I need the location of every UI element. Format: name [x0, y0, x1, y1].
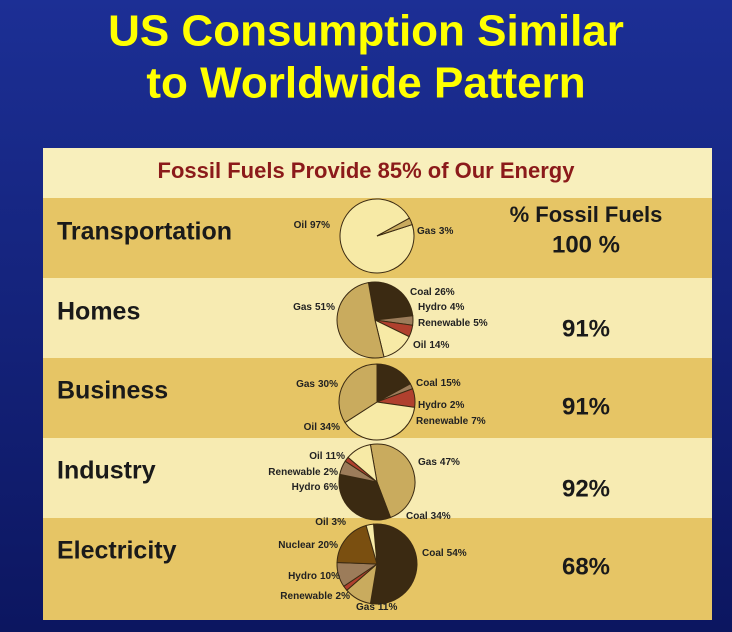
- slice-value: 34%: [431, 511, 451, 522]
- slice-category: Oil: [304, 422, 318, 433]
- slice-value: 97%: [310, 220, 330, 231]
- row-label: Electricity: [57, 537, 177, 565]
- slice-value: 51%: [315, 302, 335, 313]
- slice-value: 3%: [439, 226, 454, 237]
- slice-label: Nuclear 20%: [278, 540, 338, 551]
- slice-value: 6%: [324, 482, 339, 493]
- slice-category: Nuclear: [278, 540, 315, 551]
- slice-value: 11%: [378, 602, 398, 613]
- slice-value: 2%: [324, 467, 339, 478]
- slice-label: Hydro 4%: [418, 302, 464, 313]
- slide-title: US Consumption Similar: [108, 7, 624, 56]
- pie-slice: [336, 524, 378, 565]
- slice-label: Hydro 2%: [418, 400, 464, 411]
- fossil-percent: 91%: [562, 393, 610, 420]
- column-header: % Fossil Fuels: [510, 202, 663, 227]
- slice-category: Oil: [413, 340, 427, 351]
- slice-label: Coal 54%: [422, 548, 467, 559]
- pie-slice: [336, 281, 385, 359]
- row-label: Transportation: [57, 218, 232, 246]
- slice-category: Renewable: [418, 318, 471, 329]
- slide-title: to Worldwide Pattern: [146, 59, 585, 108]
- slice-category: Oil: [294, 220, 308, 231]
- slice-category: Oil: [309, 451, 323, 462]
- slice-label: Oil 34%: [304, 422, 340, 433]
- slice-label: Oil 14%: [413, 340, 449, 351]
- slice-label: Coal 15%: [416, 378, 461, 389]
- slice-value: 2%: [336, 591, 351, 602]
- slice-category: Gas: [356, 602, 375, 613]
- pie-slice: [365, 523, 378, 565]
- pie-slice: [367, 281, 414, 321]
- fossil-percent: 92%: [562, 475, 610, 502]
- slice-label: Renewable 5%: [418, 318, 488, 329]
- slice-label: Gas 3%: [417, 226, 453, 237]
- slice-label: Oil 97%: [294, 220, 330, 231]
- slice-category: Hydro: [288, 571, 317, 582]
- panel-title: Fossil Fuels Provide 85% of Our Energy: [158, 158, 576, 183]
- slice-value: 2%: [450, 400, 465, 411]
- slice-label: Oil 3%: [315, 517, 346, 528]
- slice-category: Renewable: [280, 591, 333, 602]
- slice-category: Gas: [293, 302, 312, 313]
- row-label: Homes: [57, 298, 140, 326]
- slice-category: Coal: [406, 511, 428, 522]
- slice-category: Coal: [422, 548, 444, 559]
- slice-label: Renewable 2%: [280, 591, 350, 602]
- header-row: [43, 148, 712, 198]
- slice-value: 7%: [471, 416, 486, 427]
- row-label: Industry: [57, 457, 156, 485]
- slice-category: Renewable: [268, 467, 321, 478]
- slice-label: Coal 34%: [406, 511, 451, 522]
- slice-category: Coal: [410, 287, 432, 298]
- slice-value: 3%: [332, 517, 347, 528]
- slice-category: Coal: [416, 378, 438, 389]
- slice-category: Gas: [296, 379, 315, 390]
- pie-slice: [338, 473, 392, 521]
- slice-label: Oil 11%: [309, 451, 345, 462]
- slice-category: Renewable: [416, 416, 469, 427]
- pie-slice: [347, 443, 378, 484]
- slice-value: 14%: [429, 340, 449, 351]
- slice-label: Hydro 6%: [292, 482, 338, 493]
- slice-category: Hydro: [418, 400, 447, 411]
- slice-label: Renewable 2%: [268, 467, 338, 478]
- slice-category: Oil: [315, 517, 329, 528]
- slice-label: Gas 47%: [418, 457, 460, 468]
- slice-category: Hydro: [292, 482, 321, 493]
- slice-label: Hydro 10%: [288, 571, 340, 582]
- slice-label: Gas 51%: [293, 302, 335, 313]
- slice-label: Gas 30%: [296, 379, 338, 390]
- slice-value: 54%: [447, 548, 467, 559]
- fossil-percent: 91%: [562, 315, 610, 342]
- slice-value: 10%: [320, 571, 340, 582]
- pie-slice: [369, 523, 418, 605]
- slice-category: Gas: [417, 226, 436, 237]
- pie-slice: [369, 443, 416, 519]
- pie-slice: [376, 217, 413, 237]
- slice-label: Renewable 7%: [416, 416, 486, 427]
- slice-value: 30%: [318, 379, 338, 390]
- slice-category: Hydro: [418, 302, 447, 313]
- slice-value: 15%: [441, 378, 461, 389]
- slice-value: 20%: [318, 540, 338, 551]
- fossil-percent: 68%: [562, 553, 610, 580]
- slice-value: 5%: [473, 318, 488, 329]
- slice-value: 26%: [435, 287, 455, 298]
- slice-value: 4%: [450, 302, 465, 313]
- slice-value: 47%: [440, 457, 460, 468]
- fossil-percent: 100 %: [552, 231, 620, 258]
- slice-label: Coal 26%: [410, 287, 455, 298]
- row-label: Business: [57, 377, 168, 405]
- slice-category: Gas: [418, 457, 437, 468]
- slice-value: 34%: [320, 422, 340, 433]
- slice-value: 11%: [326, 451, 346, 462]
- slice-label: Gas 11%: [356, 602, 397, 613]
- pie-slice: [338, 363, 378, 424]
